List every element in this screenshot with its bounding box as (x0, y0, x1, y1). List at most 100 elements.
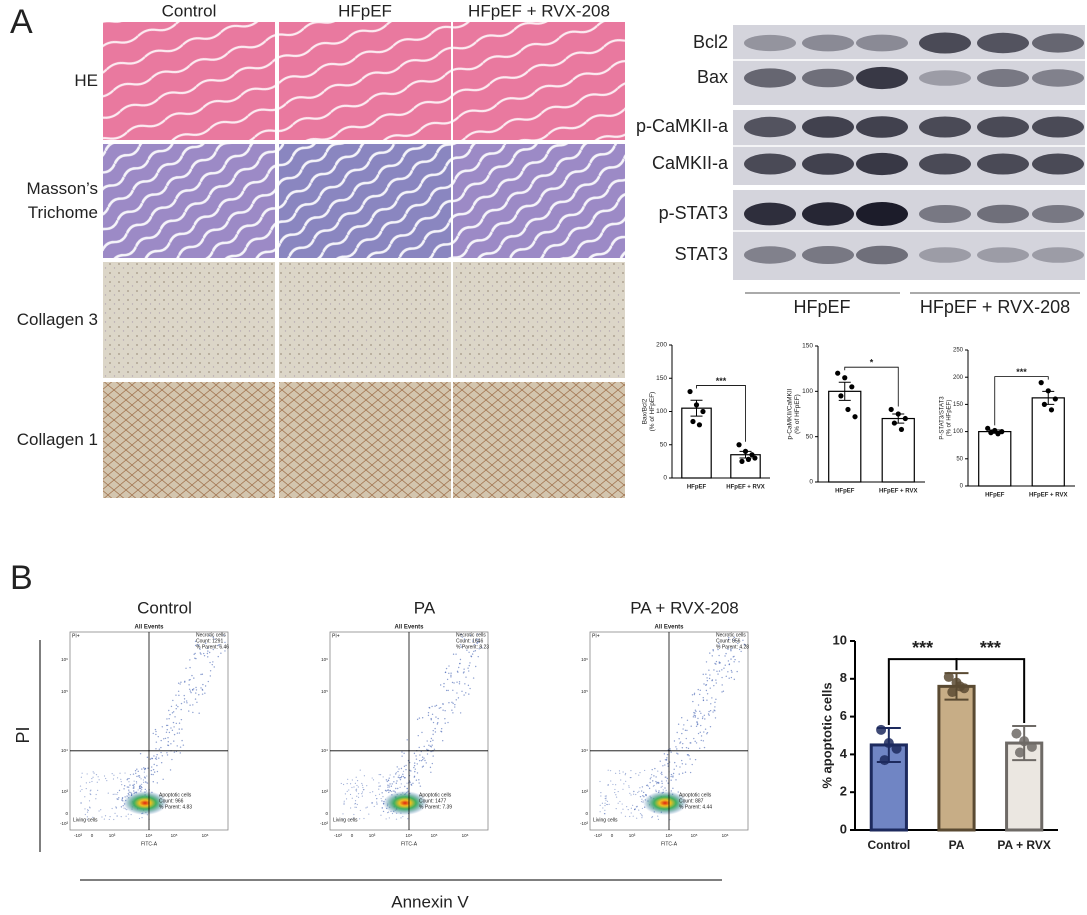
event-dot (356, 784, 358, 787)
event-dot (676, 731, 678, 734)
event-dot (136, 782, 138, 784)
event-dot (147, 767, 149, 769)
event-dot (465, 692, 467, 694)
event-dot (127, 786, 130, 788)
event-dot (721, 676, 723, 679)
event-dot (477, 638, 479, 640)
x-tick-label: -10³ (334, 833, 343, 838)
blot-band (919, 32, 971, 54)
event-dot (389, 783, 391, 785)
event-dot (738, 648, 741, 651)
event-dot (609, 770, 612, 772)
event-dot (454, 706, 456, 708)
event-dot (165, 724, 168, 727)
event-dot (682, 772, 684, 774)
event-dot (112, 778, 115, 780)
blot-membrane (733, 190, 1085, 280)
event-dot (427, 714, 430, 717)
y-tick-label: 10⁴ (61, 748, 68, 753)
event-dot (191, 674, 193, 677)
event-dot (388, 786, 390, 788)
event-dot (633, 790, 635, 793)
event-dot (478, 648, 480, 650)
event-dot (435, 716, 437, 718)
event-dot (431, 705, 433, 708)
data-point (895, 411, 901, 417)
event-dot (727, 638, 730, 641)
event-dot (97, 789, 99, 791)
event-dot (181, 739, 183, 742)
event-dot (155, 733, 157, 736)
y-tick-label: -10³ (320, 821, 329, 826)
event-dot (363, 817, 365, 820)
event-dot (116, 798, 118, 800)
event-dot (363, 775, 365, 777)
event-dot (443, 682, 445, 685)
event-dot (359, 769, 361, 771)
event-dot (410, 784, 413, 786)
event-dot (447, 689, 449, 692)
flow-label: All Events (654, 625, 684, 631)
event-dot (398, 774, 400, 776)
event-dot (705, 673, 707, 675)
blot-band (977, 32, 1029, 54)
event-dot (201, 693, 204, 695)
event-dot (170, 727, 172, 729)
event-dot (440, 706, 442, 709)
event-dot (115, 806, 117, 808)
event-dot (197, 644, 200, 647)
event-dot (711, 697, 713, 699)
event-dot (114, 812, 116, 814)
flow-label: % Parent: 4.83 (159, 804, 192, 810)
event-dot (404, 785, 406, 788)
event-dot (113, 774, 115, 776)
event-dot (727, 671, 729, 673)
event-dot (695, 725, 698, 728)
event-dot (476, 633, 479, 635)
event-dot (600, 792, 602, 794)
event-dot (711, 679, 713, 682)
event-dot (194, 652, 196, 655)
event-dot (188, 684, 190, 686)
event-dot (620, 812, 622, 814)
event-dot (81, 788, 83, 791)
event-dot (469, 634, 472, 637)
event-dot (202, 652, 205, 655)
event-dot (686, 719, 689, 721)
flow-label: Living cells (73, 817, 98, 823)
event-dot (108, 818, 110, 821)
event-dot (421, 717, 424, 719)
event-dot (651, 816, 653, 819)
event-dot (641, 798, 643, 800)
column-header: Control (162, 1, 217, 20)
event-dot (696, 721, 698, 723)
y-tick-label: 10⁶ (321, 657, 328, 662)
event-dot (199, 648, 201, 650)
event-dot (624, 774, 626, 776)
event-dot (706, 699, 708, 701)
event-dot (380, 814, 382, 816)
event-dot (136, 768, 138, 770)
x-tick-label: 0 (351, 833, 354, 838)
event-dot (143, 771, 145, 773)
event-dot (87, 809, 89, 812)
event-dot (361, 795, 363, 797)
event-dot (422, 765, 425, 767)
event-dot (693, 693, 696, 696)
event-dot (662, 789, 664, 791)
histology-texture (279, 262, 451, 378)
event-dot (477, 655, 479, 658)
event-dot (381, 792, 383, 794)
event-dot (198, 694, 200, 696)
event-dot (448, 702, 450, 704)
event-dot (150, 766, 153, 768)
event-dot (604, 802, 606, 804)
flow-label: Count: 966 (159, 798, 184, 804)
event-dot (691, 694, 694, 696)
event-dot (180, 702, 183, 705)
event-dot (630, 807, 632, 809)
event-dot (629, 792, 631, 794)
data-point (988, 430, 994, 436)
event-dot (457, 697, 460, 699)
